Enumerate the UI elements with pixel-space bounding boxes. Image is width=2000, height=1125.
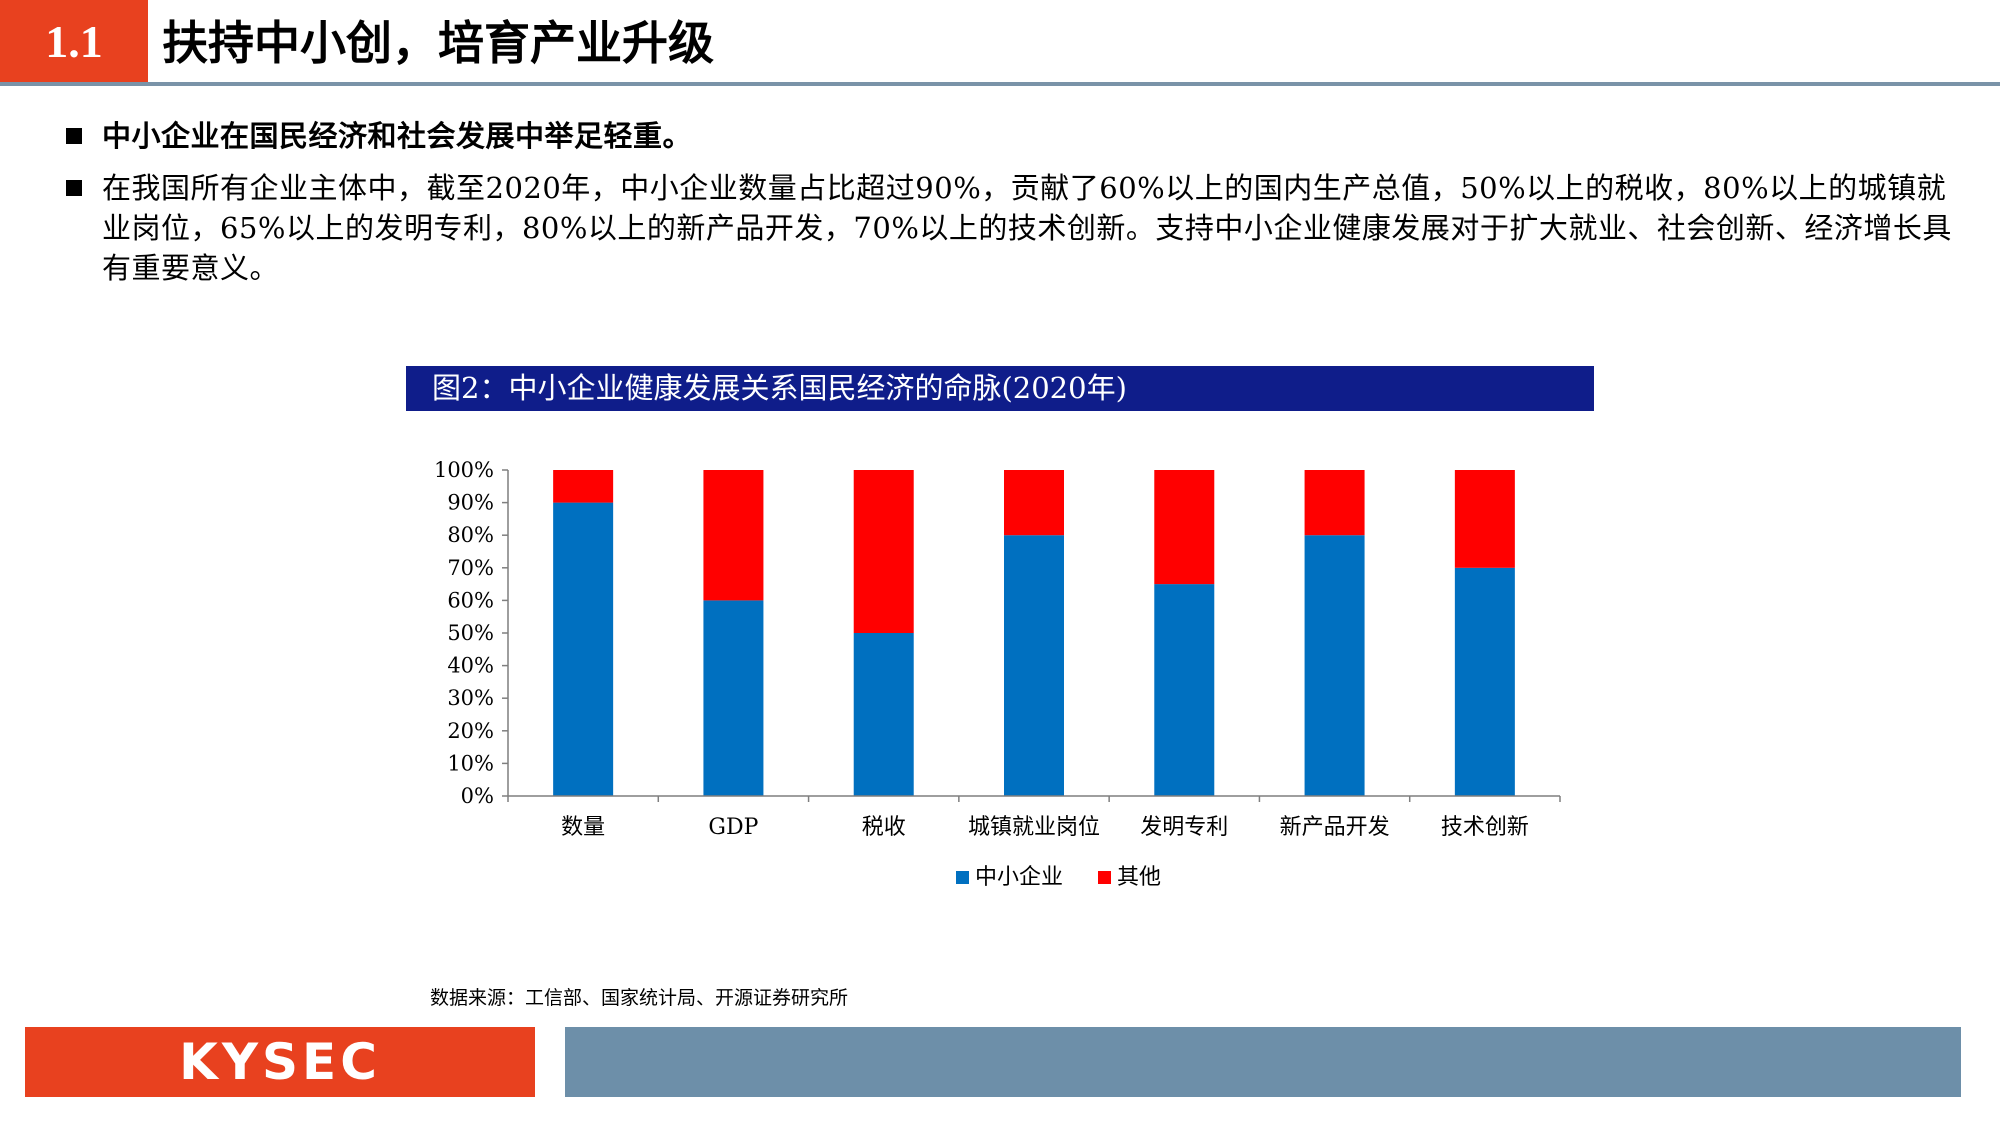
page-title: 扶持中小创，培育产业升级 (162, 16, 714, 70)
y-tick-label: 30% (447, 686, 494, 710)
x-tick-label: 城镇就业岗位 (968, 815, 1100, 840)
bar-other (1004, 470, 1064, 536)
footer-logo: KYSEC (25, 1027, 535, 1097)
footer-band (565, 1027, 1961, 1097)
legend-swatch (1098, 871, 1111, 884)
y-tick-label: 80% (447, 523, 494, 547)
bar-other (1454, 470, 1515, 568)
bullet-item: 在我国所有企业主体中，截至2020年，中小企业数量占比超过90%，贡献了60%以… (64, 168, 1954, 288)
bar-sme (1154, 584, 1215, 796)
y-tick-label: 40% (447, 654, 494, 678)
x-tick-label: 数量 (561, 815, 605, 840)
x-tick-label: 税收 (862, 815, 906, 840)
bar-sme (1304, 535, 1365, 796)
y-tick-label: 20% (447, 719, 494, 743)
y-tick-label: 0% (461, 784, 494, 808)
bullet-text: 在我国所有企业主体中，截至2020年，中小企业数量占比超过90%，贡献了60%以… (102, 171, 1952, 285)
x-tick-label: GDP (708, 815, 758, 840)
bar-sme (1004, 535, 1064, 796)
stacked-bar-chart: 0% 10% 20% 30% 40% 50% 60% 70% 80% 90% 100% 数量 GDP 税… (434, 458, 1561, 890)
y-tick-label: 70% (447, 556, 494, 580)
bullet-list: 中小企业在国民经济和社会发展中举足轻重。 在我国所有企业主体中，截至2020年，… (64, 116, 1954, 300)
bar-sme (1454, 567, 1515, 796)
bar-other (1154, 470, 1215, 585)
bar-other (703, 470, 764, 601)
x-tick-label: 新产品开发 (1280, 815, 1390, 840)
y-tick-label: 90% (447, 491, 494, 515)
bar-other (1304, 470, 1365, 536)
logo-text: KYSEC (179, 1033, 381, 1091)
bar-sme (703, 600, 764, 796)
y-tick-label: 60% (447, 588, 494, 612)
bar-other (853, 470, 914, 633)
figure-caption: 图2：中小企业健康发展关系国民经济的命脉(2020年) (406, 366, 1594, 411)
bar-sme (553, 502, 614, 796)
source-note: 数据来源：工信部、国家统计局、开源证券研究所 (430, 987, 849, 1009)
bullet-text: 中小企业在国民经济和社会发展中举足轻重。 (102, 119, 693, 153)
x-tick-label: 技术创新 (1441, 815, 1529, 840)
x-tick-label: 发明专利 (1140, 815, 1228, 840)
bar-other (553, 470, 614, 503)
legend-label: 中小企业 (975, 865, 1063, 890)
bullet-square-icon (66, 180, 82, 196)
title-divider (0, 82, 2000, 86)
y-tick-label: 50% (447, 621, 494, 645)
bullet-item: 中小企业在国民经济和社会发展中举足轻重。 (64, 116, 1954, 156)
y-tick-label: 10% (447, 751, 494, 775)
legend-label: 其他 (1117, 865, 1161, 890)
bullet-square-icon (66, 128, 82, 144)
bar-sme (853, 633, 914, 796)
y-tick-label: 100% (434, 458, 494, 482)
section-number-badge: 1.1 (0, 0, 148, 84)
legend-swatch (956, 871, 969, 884)
